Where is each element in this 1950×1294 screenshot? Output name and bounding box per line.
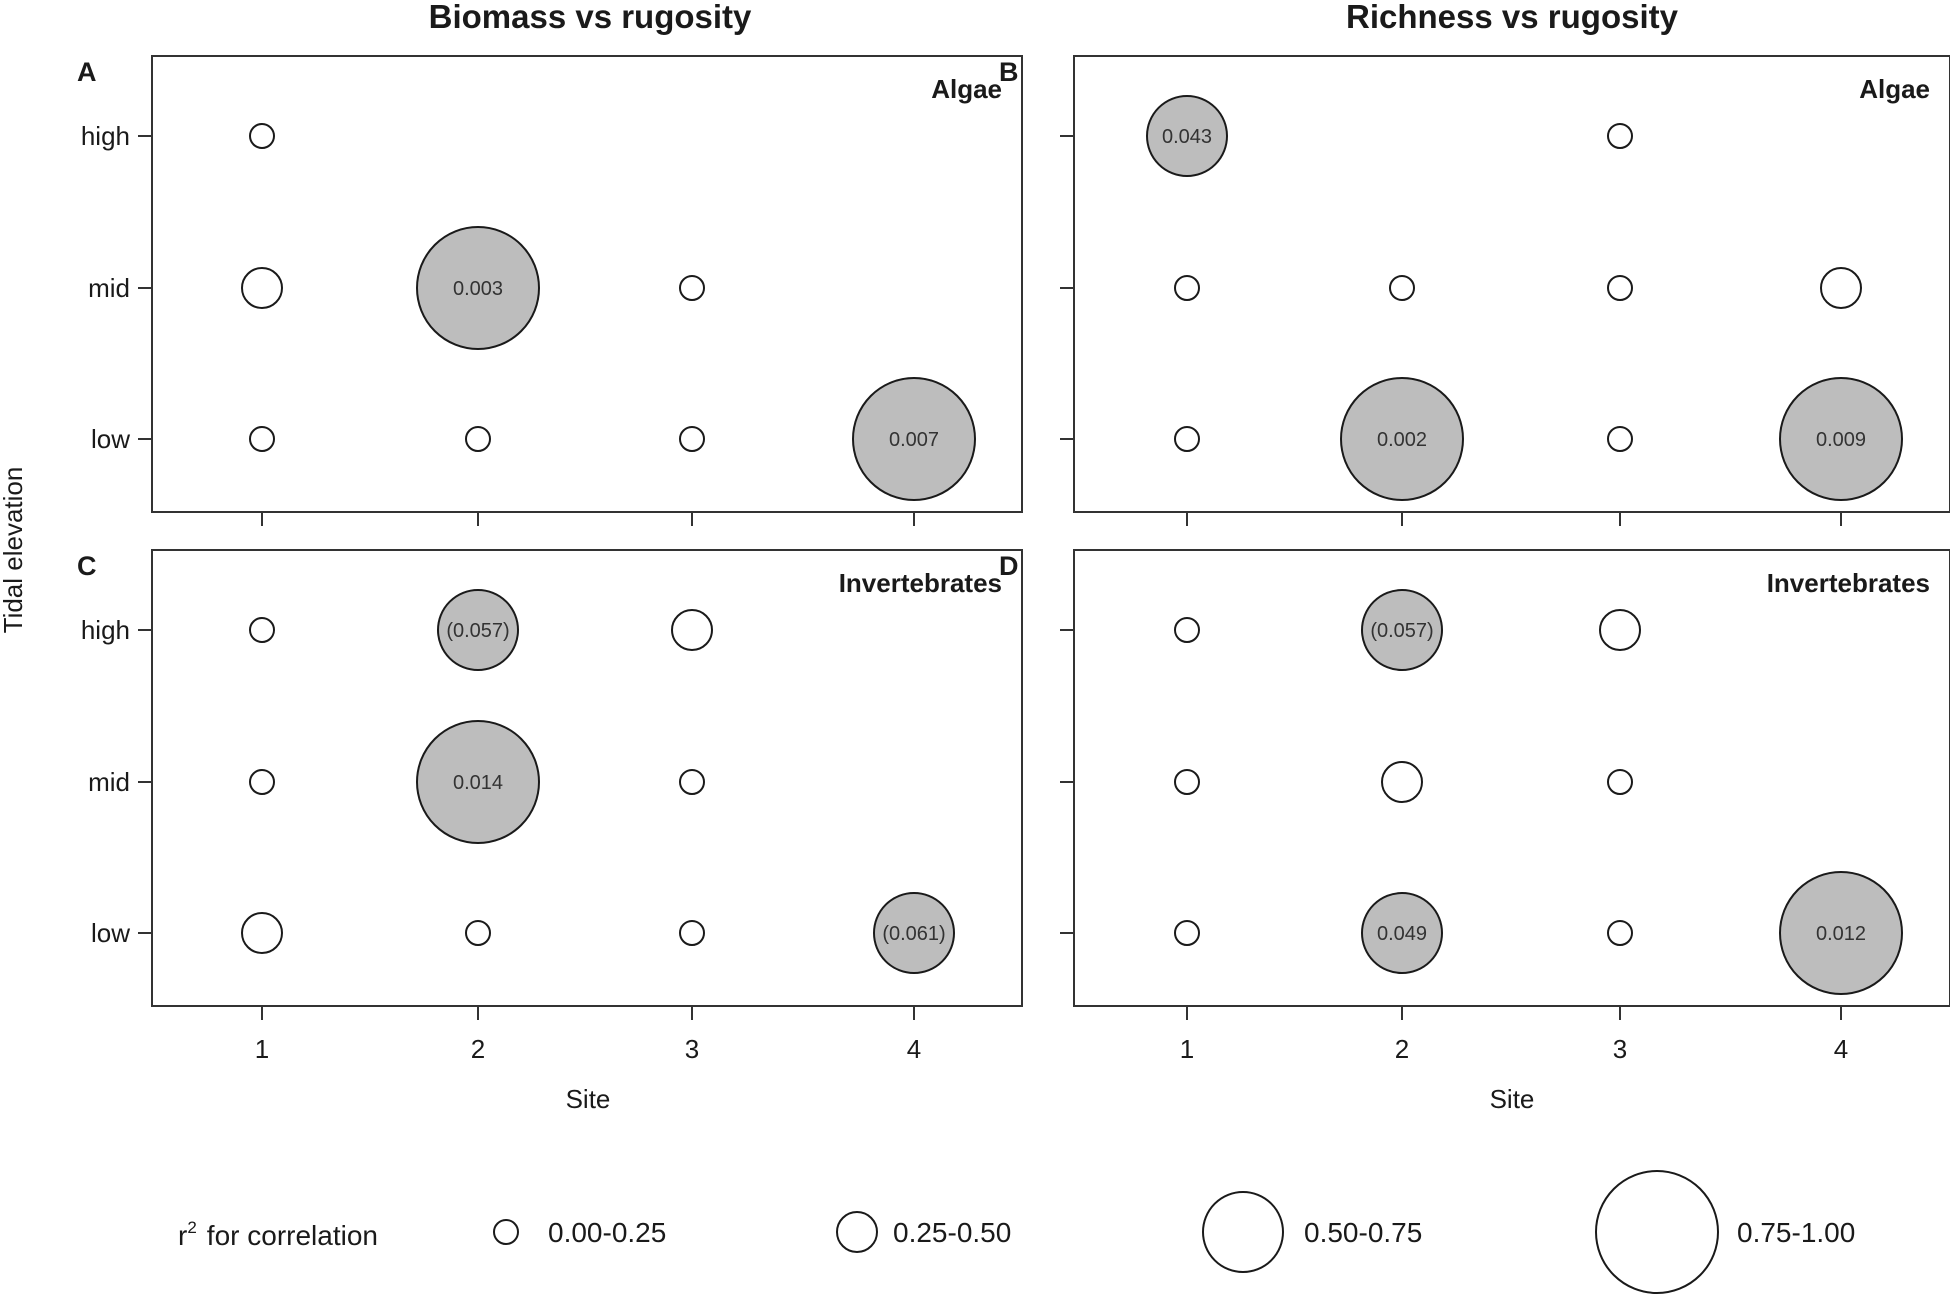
bubble-B-site1-mid	[1174, 275, 1200, 301]
panel-C: C Invertebrates high mid low 1 2 3 4 (0.057) 0.014…	[77, 549, 1023, 1064]
bubble-D-site1-mid	[1174, 769, 1200, 795]
panel-letter-D: D	[999, 551, 1019, 581]
group-label-B: Algae	[1859, 74, 1930, 104]
panel-frame-B	[1073, 55, 1950, 513]
legend-label-0.25-0.50: 0.25-0.50	[893, 1217, 1011, 1248]
bubble-D-site3-low	[1607, 920, 1633, 946]
panel-frame-C	[151, 549, 1023, 1007]
legend: r2 for correlation 0.00-0.25 0.25-0.50 0.50…	[178, 1170, 1855, 1294]
bubble-B-site1-high	[1146, 95, 1228, 177]
y-tick-label-C-low: low	[91, 918, 130, 948]
legend-title-r: r	[178, 1220, 187, 1251]
bubble-C-site1-low	[241, 912, 283, 954]
bubble-C-site2-high	[437, 589, 519, 671]
bubble-D-site3-mid	[1607, 769, 1633, 795]
bubble-D-site2-mid	[1381, 761, 1423, 803]
bubble-A-site3-mid	[679, 275, 705, 301]
panels: AAlgaehighmidlow0.0030.007BAlgae0.0430.0…	[77, 55, 1950, 1064]
x-tick-label-C-2: 2	[471, 1034, 485, 1064]
x-tick-label-D-3: 3	[1613, 1034, 1627, 1064]
bubble-label-B-site1-high: 0.043	[1162, 126, 1212, 148]
y-tick-label-C-mid: mid	[88, 767, 130, 797]
bubble-C-site2-low	[465, 920, 491, 946]
bubble-A-site3-low	[679, 426, 705, 452]
bubble-A-site2-mid	[416, 226, 540, 350]
legend-label-0.75-1.00: 0.75-1.00	[1737, 1217, 1855, 1248]
bubble-label-C-site2-mid: 0.014	[453, 772, 503, 794]
legend-symbol-0.00-0.25	[493, 1219, 519, 1245]
bubble-A-site4-low	[852, 377, 976, 501]
bubble-C-site3-high	[671, 609, 713, 651]
bubble-label-C-site2-high: (0.057)	[446, 620, 509, 642]
bubble-label-D-site2-low: 0.049	[1377, 923, 1427, 945]
bubble-B-site2-low	[1340, 377, 1464, 501]
panel-letter-C: C	[77, 551, 97, 581]
bubble-B-site3-high	[1607, 123, 1633, 149]
column-title-richness: Richness vs rugosity	[1346, 0, 1679, 35]
legend-symbol-0.25-0.50	[836, 1211, 878, 1253]
panel-letter-B: B	[999, 57, 1019, 87]
group-label-C: Invertebrates	[839, 568, 1002, 598]
panel-D: D Invertebrates 1 2 3 4 (0.057) 0.049 0.012	[999, 549, 1950, 1064]
x-axis-title-right: Site	[1490, 1084, 1535, 1114]
x-tick-label-C-4: 4	[907, 1034, 921, 1064]
bubble-B-site1-low	[1174, 426, 1200, 452]
legend-label-0.50-0.75: 0.50-0.75	[1304, 1217, 1422, 1248]
y-tick-label-A-mid: mid	[88, 273, 130, 303]
legend-symbol-0.50-0.75	[1202, 1191, 1284, 1273]
group-label-D: Invertebrates	[1767, 568, 1930, 598]
legend-title-superscript: 2	[187, 1218, 196, 1237]
bubble-B-site3-low	[1607, 426, 1633, 452]
bubble-C-site3-low	[679, 920, 705, 946]
column-title-biomass: Biomass vs rugosity	[429, 0, 752, 35]
bubble-D-site4-low	[1779, 871, 1903, 995]
bubble-B-site3-mid	[1607, 275, 1633, 301]
bubble-label-B-site2-low: 0.002	[1377, 429, 1427, 451]
y-tick-label-A-high: high	[81, 121, 130, 151]
x-tick-label-C-3: 3	[685, 1034, 699, 1064]
bubble-D-site3-high	[1599, 609, 1641, 651]
panel-letter-A: A	[77, 57, 97, 87]
legend-title-suffix: for correlation	[207, 1220, 378, 1251]
bubble-label-A-site4-low: 0.007	[889, 429, 939, 451]
bubble-B-site2-mid	[1389, 275, 1415, 301]
bubble-D-site1-high	[1174, 617, 1200, 643]
y-tick-label-C-high: high	[81, 615, 130, 645]
bubble-label-D-site2-high: (0.057)	[1370, 620, 1433, 642]
legend-label-0.00-0.25: 0.00-0.25	[548, 1217, 666, 1248]
panel-A: A Algae high mid low 0.003 0.007	[77, 55, 1023, 526]
panel-frame-A	[151, 55, 1023, 513]
bubble-label-C-site4-low: (0.061)	[882, 923, 945, 945]
bubble-A-site1-low	[249, 426, 275, 452]
bubble-A-site2-low	[465, 426, 491, 452]
bubble-label-D-site4-low: 0.012	[1816, 923, 1866, 945]
x-axis-title-left: Site	[566, 1084, 611, 1114]
bubble-C-site3-mid	[679, 769, 705, 795]
bubble-D-site2-low	[1361, 892, 1443, 974]
x-tick-label-D-2: 2	[1395, 1034, 1409, 1064]
bubble-A-site1-mid	[241, 267, 283, 309]
bubble-B-site4-low	[1779, 377, 1903, 501]
bubble-C-site4-low	[873, 892, 955, 974]
bubble-D-site2-high	[1361, 589, 1443, 671]
bubble-D-site1-low	[1174, 920, 1200, 946]
bubble-C-site1-high	[249, 617, 275, 643]
bubble-label-B-site4-low: 0.009	[1816, 429, 1866, 451]
bubble-C-site2-mid	[416, 720, 540, 844]
y-tick-label-A-low: low	[91, 424, 130, 454]
bubble-B-site4-mid	[1820, 267, 1862, 309]
bubble-C-site1-mid	[249, 769, 275, 795]
y-axis-title: Tidal elevation	[0, 467, 28, 634]
bubble-label-A-site2-mid: 0.003	[453, 278, 503, 300]
bubble-A-site1-high	[249, 123, 275, 149]
panel-B: B Algae 0.043 0.002 0.009	[999, 55, 1950, 526]
legend-symbol-0.75-1.00	[1595, 1170, 1719, 1294]
group-label-A: Algae	[931, 74, 1002, 104]
x-tick-label-D-4: 4	[1834, 1034, 1848, 1064]
legend-title: r2 for correlation	[178, 1218, 378, 1251]
x-tick-label-C-1: 1	[255, 1034, 269, 1064]
x-tick-label-D-1: 1	[1180, 1034, 1194, 1064]
panel-frame-D	[1073, 549, 1950, 1007]
